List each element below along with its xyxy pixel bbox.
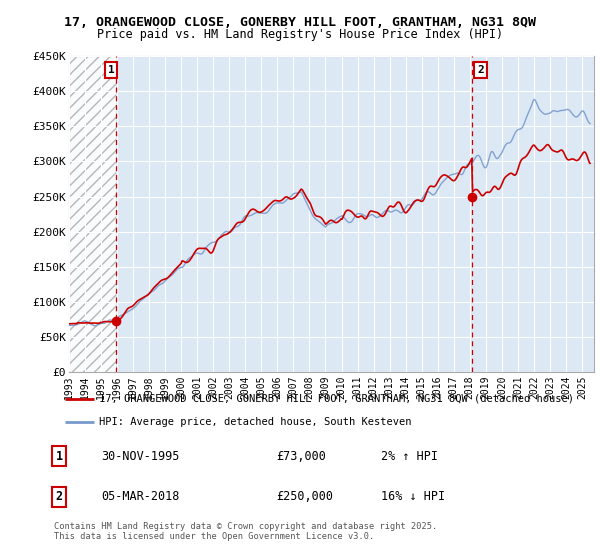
Text: 17, ORANGEWOOD CLOSE, GONERBY HILL FOOT, GRANTHAM, NG31 8QW: 17, ORANGEWOOD CLOSE, GONERBY HILL FOOT,… [64,16,536,29]
Text: 16% ↓ HPI: 16% ↓ HPI [382,491,445,503]
Text: 1: 1 [56,450,63,463]
Text: 1: 1 [107,65,115,75]
Text: 2: 2 [56,491,63,503]
Bar [69,56,116,372]
Text: 05-MAR-2018: 05-MAR-2018 [101,491,180,503]
Text: 2: 2 [477,65,484,75]
Text: HPI: Average price, detached house, South Kesteven: HPI: Average price, detached house, Sout… [99,417,412,427]
Text: £250,000: £250,000 [276,491,333,503]
Text: 30-NOV-1995: 30-NOV-1995 [101,450,180,463]
Text: Contains HM Land Registry data © Crown copyright and database right 2025.
This d: Contains HM Land Registry data © Crown c… [54,522,437,542]
Text: Price paid vs. HM Land Registry's House Price Index (HPI): Price paid vs. HM Land Registry's House … [97,28,503,41]
Text: 2% ↑ HPI: 2% ↑ HPI [382,450,439,463]
Text: 17, ORANGEWOOD CLOSE, GONERBY HILL FOOT, GRANTHAM, NG31 8QW (detached house): 17, ORANGEWOOD CLOSE, GONERBY HILL FOOT,… [99,394,574,404]
Text: £73,000: £73,000 [276,450,326,463]
